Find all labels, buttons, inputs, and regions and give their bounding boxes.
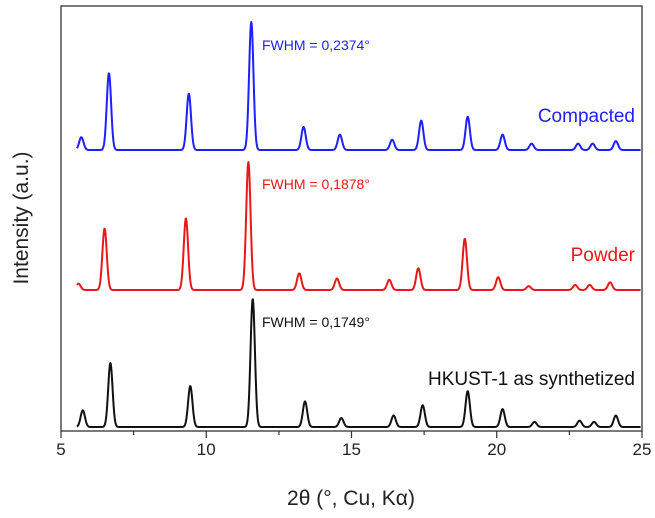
plot-frame — [60, 5, 643, 432]
x-tick-label-20: 20 — [487, 440, 506, 459]
fwhm-annotation-compacted: FWHM = 0,2374° — [262, 37, 370, 53]
series-line-compacted — [76, 21, 642, 151]
x-tick-label-15: 15 — [342, 440, 361, 459]
series-label-powder: Powder — [571, 245, 636, 266]
fwhm-annotation-powder: FWHM = 0,1878° — [262, 176, 370, 192]
x-tick-label-25: 25 — [633, 440, 652, 459]
x-axis-ticks — [60, 431, 643, 438]
x-tick-label-5: 5 — [56, 440, 65, 459]
series-lines — [76, 21, 642, 428]
x-tick-label-10: 10 — [197, 440, 216, 459]
series-label-synthetized: HKUST-1 as synthetized — [428, 369, 635, 390]
fwhm-annotation-synthetized: FWHM = 0,1749° — [262, 314, 370, 330]
x-axis-title: 2θ (°, Cu, Kα) — [287, 487, 415, 510]
series-label-compacted: Compacted — [538, 106, 635, 127]
series-line-synthetized — [76, 298, 642, 428]
series-line-powder — [76, 161, 642, 291]
x-axis-tick-labels: 5 10 15 20 25 — [56, 440, 651, 459]
y-axis-title: Intensity (a.u.) — [10, 151, 33, 284]
